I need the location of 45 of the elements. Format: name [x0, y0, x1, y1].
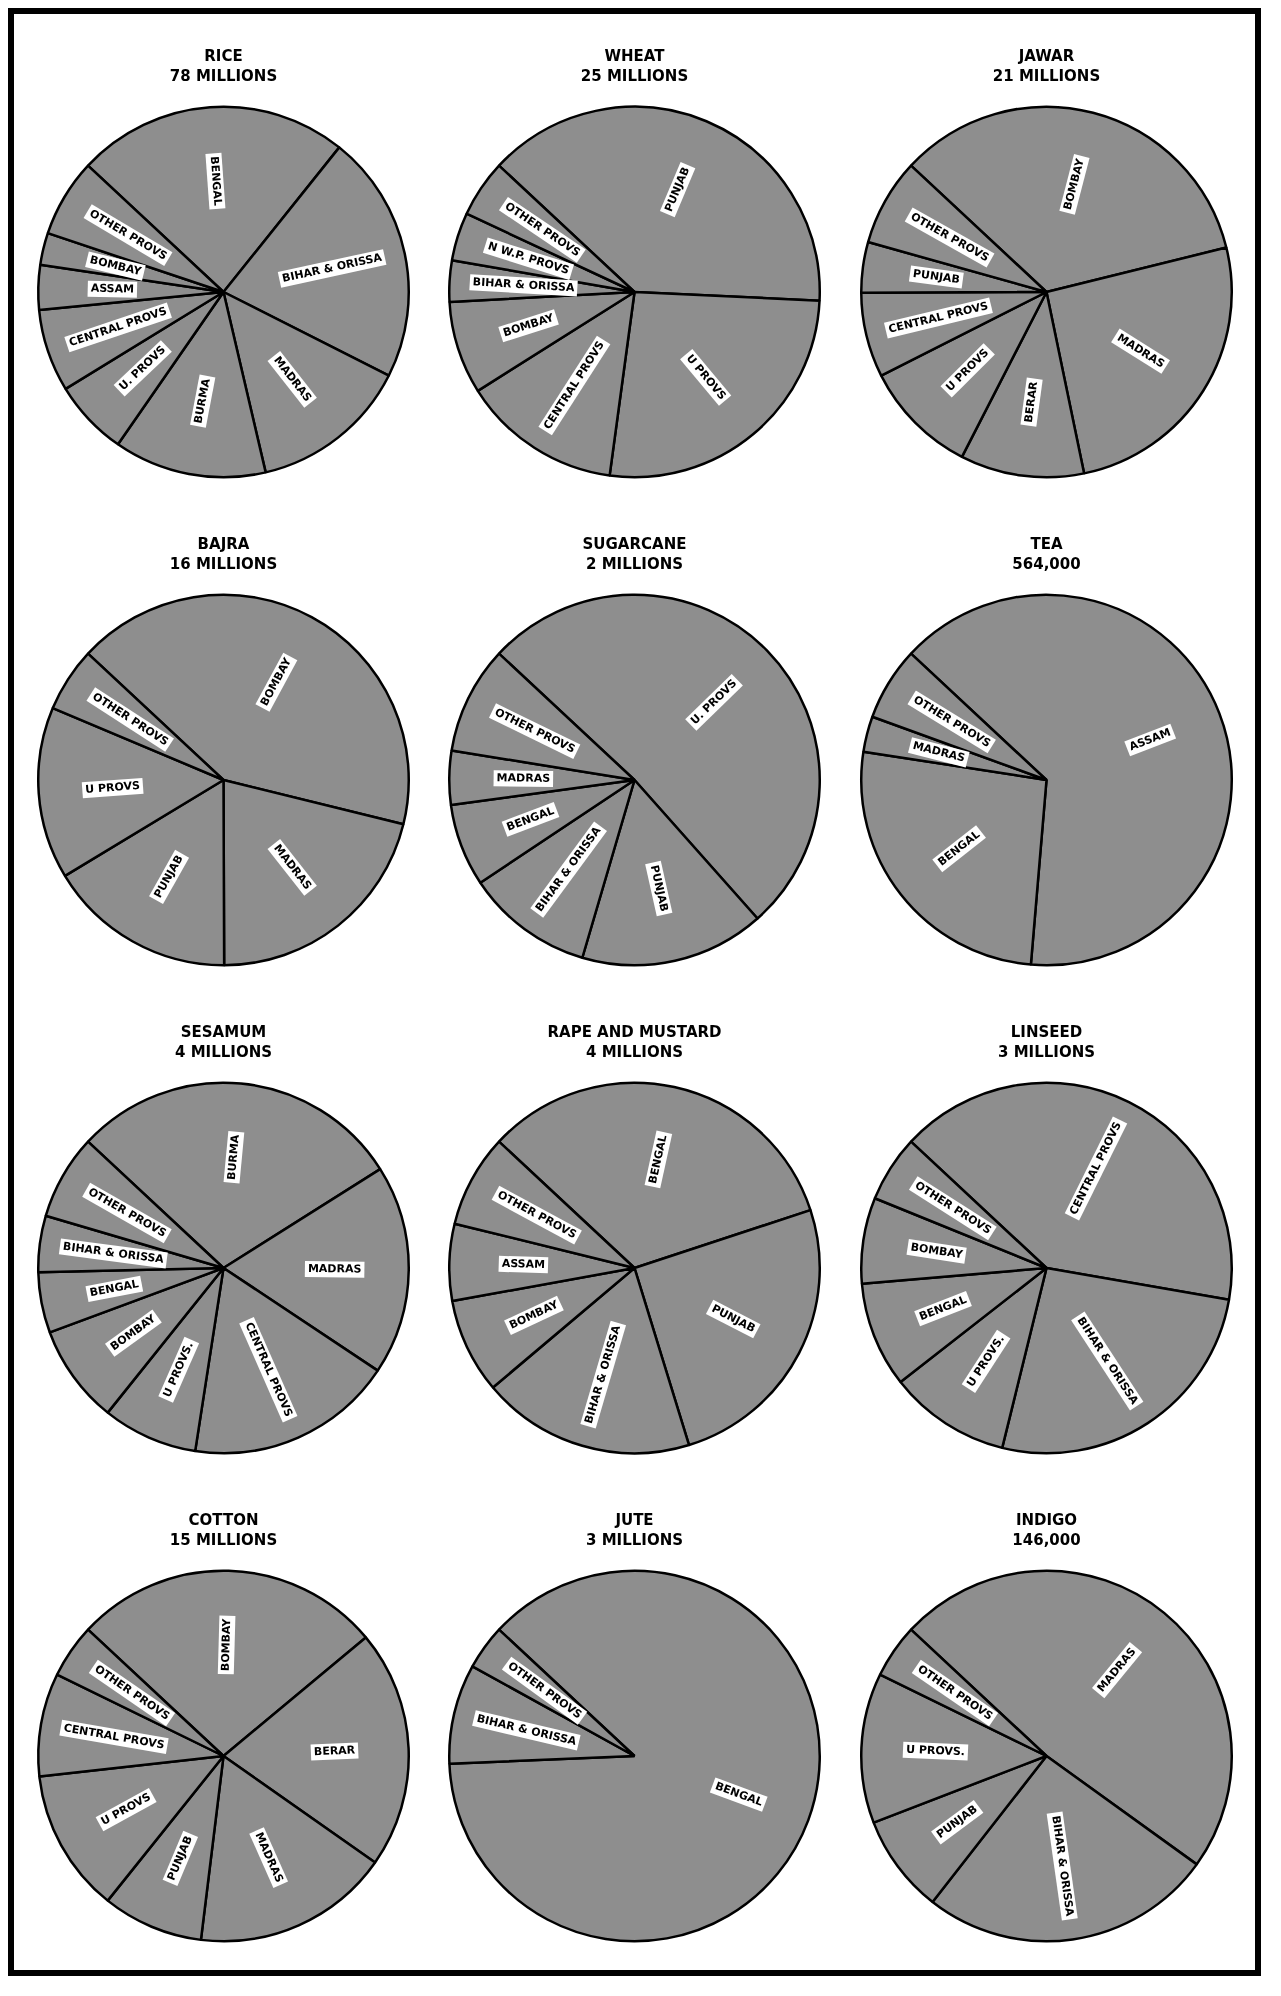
- chart-subtitle: 21 MILLIONS: [992, 66, 1100, 85]
- chart-title: RICE: [203, 46, 243, 65]
- slice-label: CENTRAL PROVS: [62, 1721, 166, 1752]
- slice-label: BERAR: [1021, 380, 1040, 424]
- slice-label: BURMA: [190, 377, 213, 425]
- chart-title: INDIGO: [1015, 1510, 1077, 1529]
- chart-subtitle: 3 MILLIONS: [997, 1042, 1095, 1061]
- slice-label: PUNJAB: [911, 266, 961, 287]
- slice-label: BENGAL: [207, 155, 224, 207]
- slice-label: BIHAR & ORISSA: [280, 250, 383, 285]
- chart-subtitle: 3 MILLIONS: [586, 1530, 683, 1549]
- slice-label: BOMBAY: [218, 1617, 233, 1672]
- slice-label: BIHAR & ORISSA: [472, 275, 576, 295]
- chart-title: WHEAT: [604, 46, 666, 65]
- slice-label: PUNJAB: [647, 863, 671, 913]
- chart-subtitle: 2 MILLIONS: [586, 554, 683, 573]
- slice-label: BENGAL: [88, 1277, 140, 1300]
- chart-title: SUGARCANE: [582, 534, 687, 553]
- chart-title: JAWAR: [1017, 46, 1075, 65]
- chart-title: COTTON: [188, 1510, 258, 1529]
- slice-label: BURMA: [224, 1133, 242, 1181]
- chart-subtitle: 78 MILLIONS: [169, 66, 277, 85]
- chart-title: TEA: [1029, 534, 1063, 553]
- slice-label: BOMBAY: [909, 1240, 965, 1262]
- chart-title: RAPE AND MUSTARD: [547, 1022, 722, 1041]
- chart-subtitle: 4 MILLIONS: [586, 1042, 683, 1061]
- slice-label: MADRAS: [496, 771, 551, 785]
- chart-subtitle: 4 MILLIONS: [174, 1042, 272, 1061]
- slice-label: U PROVS: [84, 778, 140, 796]
- chart-title: BAJRA: [197, 534, 250, 553]
- chart-title: LINSEED: [1010, 1022, 1082, 1041]
- slice-label: ASSAM: [90, 281, 134, 296]
- slice-label: MADRAS: [307, 1261, 362, 1276]
- chart-subtitle: 564,000: [1011, 554, 1081, 573]
- chart-subtitle: 16 MILLIONS: [169, 554, 277, 573]
- slice-label: BERAR: [313, 1743, 356, 1759]
- slice-label: ASSAM: [501, 1256, 546, 1272]
- chart-title: JUTE: [614, 1510, 654, 1529]
- slice-label: U PROVS.: [905, 1742, 965, 1759]
- chart-subtitle: 146,000: [1011, 1530, 1081, 1549]
- slice-label: BIHAR & ORISSA: [1048, 1814, 1077, 1918]
- chart-subtitle: 15 MILLIONS: [169, 1530, 277, 1549]
- slice-label: BIHAR & ORISSA: [61, 1239, 165, 1266]
- chart-subtitle: 25 MILLIONS: [580, 66, 689, 85]
- chart-title: SESAMUM: [180, 1022, 266, 1041]
